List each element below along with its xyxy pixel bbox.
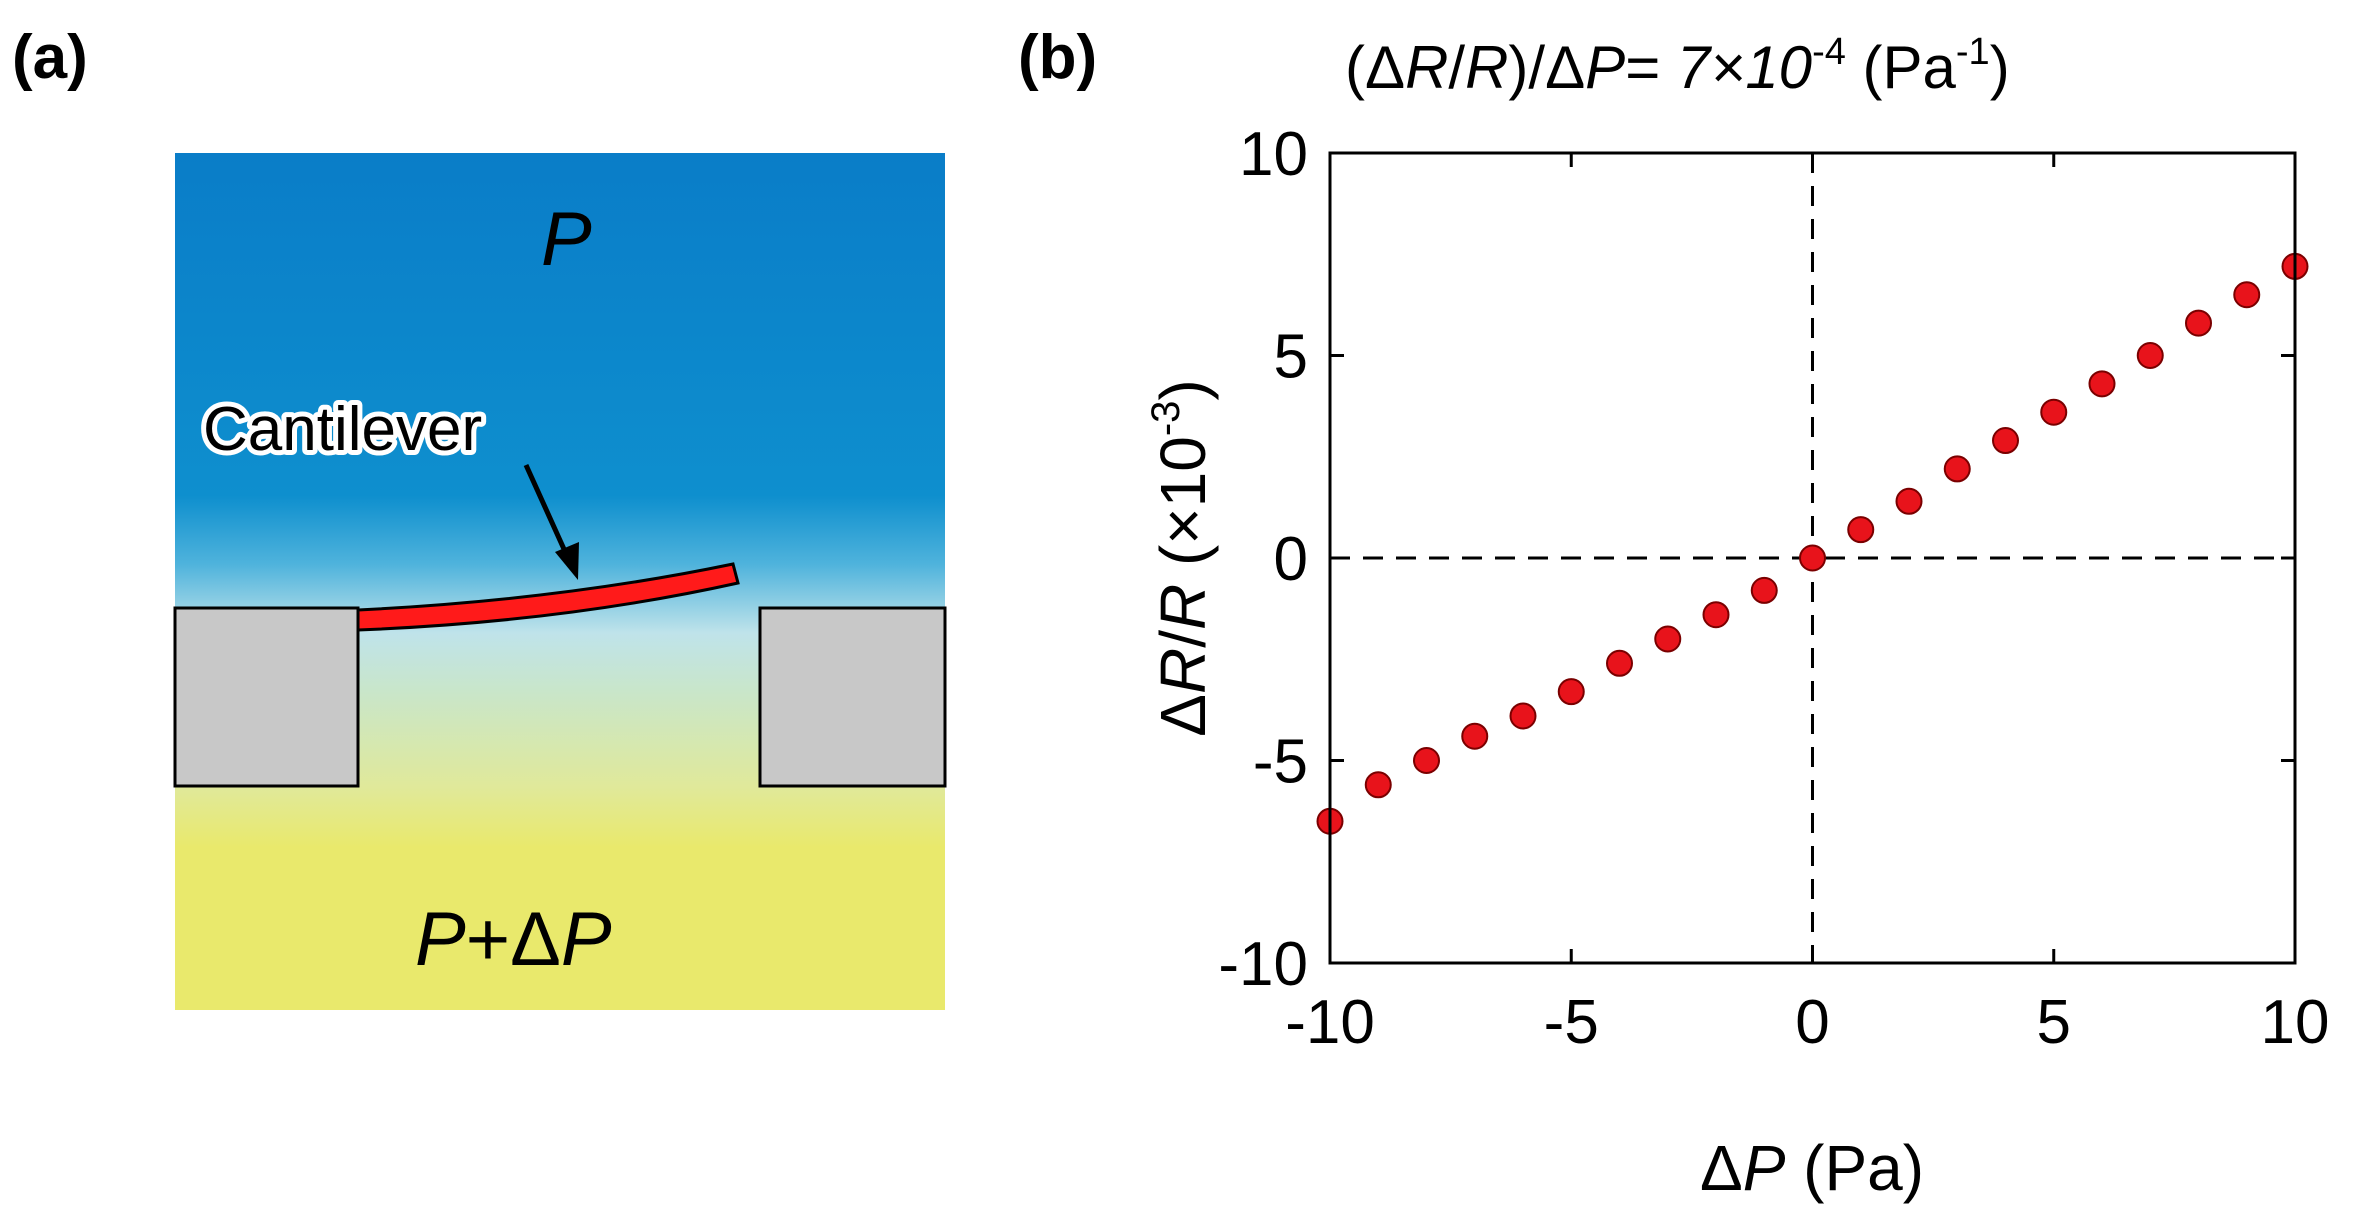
pressure-chamber bbox=[175, 153, 945, 1010]
data-point bbox=[1364, 771, 1392, 799]
cantilever-label: Cantilever bbox=[203, 395, 482, 464]
left-support bbox=[173, 606, 360, 788]
y-tick-label: -10 bbox=[1218, 930, 1308, 999]
data-point bbox=[1702, 601, 1730, 629]
y-tick-label: 5 bbox=[1274, 323, 1308, 392]
y-axis-label: ΔR/R (×10-3) bbox=[1144, 379, 1219, 737]
cantilever-arrow bbox=[523, 463, 579, 580]
data-point bbox=[2088, 370, 2116, 398]
panel-b: (b) (ΔR/R)/ΔP= 7×10-4 (Pa-1) -10 -5 0 5 10 -… bbox=[1018, 23, 2329, 1204]
top-pressure-label: P bbox=[541, 197, 592, 282]
data-point bbox=[2185, 309, 2212, 337]
x-tick-label: -10 bbox=[1285, 988, 1375, 1057]
panel-b-label: (b) bbox=[1018, 23, 1097, 92]
x-tick-label: 5 bbox=[2037, 988, 2071, 1057]
x-axis-ticks: -10 -5 0 5 10 bbox=[1285, 153, 2329, 1057]
chart-title: (ΔR/R)/ΔP= 7×10-4 (Pa-1) bbox=[1345, 31, 2010, 101]
data-point bbox=[2136, 342, 2164, 369]
right-support bbox=[758, 606, 947, 788]
data-point bbox=[1606, 649, 1633, 677]
panel-a-label: (a) bbox=[12, 23, 88, 92]
x-axis-label: ΔP (Pa) bbox=[1700, 1132, 1924, 1204]
data-point bbox=[1413, 747, 1440, 774]
data-point bbox=[1992, 427, 2019, 455]
y-tick-label: 10 bbox=[1239, 120, 1308, 189]
data-point bbox=[1509, 702, 1537, 730]
data-point bbox=[1557, 678, 1585, 706]
data-point bbox=[1750, 576, 1778, 604]
data-point bbox=[1461, 722, 1489, 750]
y-tick-label: 0 bbox=[1274, 525, 1308, 594]
panel-a: (a) Cantilever P P+ΔP bbox=[12, 23, 947, 1010]
data-point bbox=[1799, 544, 1826, 572]
bottom-pressure-label: P+ΔP bbox=[415, 897, 612, 982]
data-point bbox=[2233, 281, 2261, 309]
y-axis-ticks: -10 -5 0 5 10 bbox=[1218, 120, 2295, 999]
data-point bbox=[1943, 455, 1971, 483]
x-tick-label: -5 bbox=[1544, 988, 1599, 1057]
y-tick-label: -5 bbox=[1253, 728, 1308, 797]
data-point bbox=[2040, 398, 2068, 426]
data-point bbox=[1847, 516, 1875, 544]
data-point bbox=[1654, 625, 1682, 653]
cantilever bbox=[356, 562, 740, 632]
data-points bbox=[1316, 252, 2309, 835]
data-point bbox=[1895, 487, 1923, 515]
x-tick-label: 0 bbox=[1795, 988, 1829, 1057]
x-tick-label: 10 bbox=[2261, 988, 2330, 1057]
